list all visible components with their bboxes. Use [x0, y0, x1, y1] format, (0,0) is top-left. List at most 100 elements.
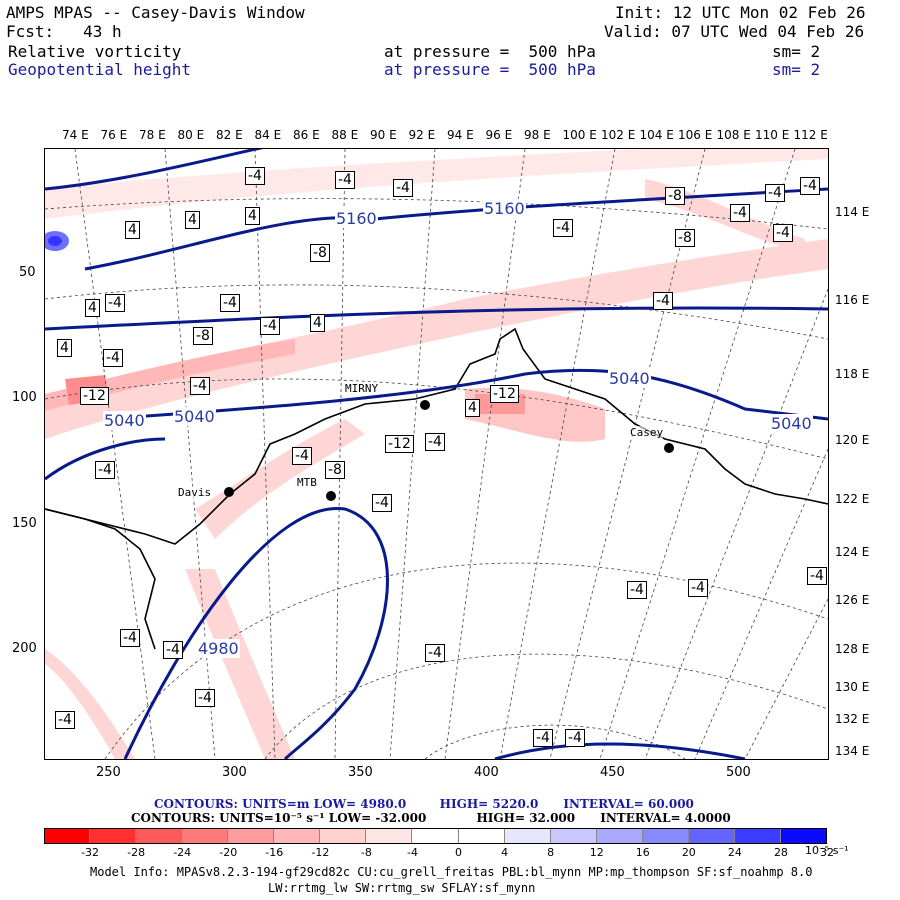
vorticity-box-label: 4	[185, 211, 200, 229]
colorbar-swatch	[228, 828, 275, 844]
vorticity-box-label: 4	[310, 314, 325, 332]
right-lon-label: 134 E	[835, 744, 870, 758]
vorticity-box-label: 4	[125, 221, 140, 239]
colorbar-tick-label: 24	[727, 846, 742, 859]
colorbar-swatch	[44, 828, 91, 844]
colorbar-swatch	[90, 828, 137, 844]
colorbar-tick-label: -12	[311, 846, 330, 859]
colorbar-swatch	[320, 828, 367, 844]
right-lon-label: 122 E	[835, 492, 870, 506]
station-dot	[224, 487, 234, 497]
top-lon-label: 102 E	[601, 128, 636, 142]
vorticity-box-label: -4	[765, 184, 785, 202]
model-info: Model Info: MPASv8.2.3-194-gf29cd82c CU:…	[90, 865, 813, 879]
colorbar-swatch	[688, 828, 735, 844]
right-lon-label: 128 E	[835, 642, 870, 656]
top-lon-label: 92 E	[408, 128, 436, 142]
vorticity-box-label: 4	[245, 207, 260, 225]
y-tick-label: 150	[12, 516, 37, 531]
height-contour-label: 5040	[173, 407, 216, 426]
vorticity-box-label: -4	[195, 689, 215, 707]
field1-smoothing: sm= 2	[772, 42, 821, 61]
station-dot	[326, 491, 336, 501]
vorticity-box-label: -8	[665, 187, 685, 205]
y-tick-label: 50	[19, 265, 36, 280]
height-contour-label: 5040	[103, 411, 146, 430]
field2-smoothing: sm= 2	[772, 60, 821, 79]
vorticity-box-label: -4	[393, 179, 413, 197]
height-contour-label: 5160	[335, 209, 378, 228]
x-tick-label: 300	[222, 765, 247, 780]
field1-name: Relative vorticity	[8, 42, 182, 61]
x-tick-label: 350	[348, 765, 373, 780]
right-lon-label: 118 E	[835, 367, 870, 381]
station-label: MTB	[297, 476, 317, 489]
vorticity-box-label: -4	[565, 729, 585, 747]
vorticity-box-label: 4	[465, 399, 480, 417]
colorbar-tick-label: 4	[501, 846, 509, 859]
right-lon-label: 116 E	[835, 293, 870, 307]
height-contour-label: 5160	[483, 199, 526, 218]
field2-level: at pressure = 500 hPa	[384, 60, 596, 79]
colorbar-tick-label: -4	[406, 846, 418, 859]
right-lon-label: 126 E	[835, 593, 870, 607]
colorbar-tick-label: 16	[635, 846, 650, 859]
vorticity-box-label: -12	[80, 387, 109, 405]
field2-name: Geopotential height	[8, 60, 192, 79]
contour-info-height: CONTOURS: UNITS=m LOW= 4980.0 HIGH= 5220…	[154, 797, 694, 811]
top-lon-label: 100 E	[562, 128, 597, 142]
x-tick-label: 250	[96, 765, 121, 780]
colorbar-tick-label: -28	[127, 846, 146, 859]
top-lon-label: 106 E	[678, 128, 713, 142]
top-lon-label: 90 E	[370, 128, 397, 142]
field1-level: at pressure = 500 hPa	[384, 42, 596, 61]
vorticity-box-label: -4	[425, 433, 445, 451]
colorbar-tick-label: -20	[219, 846, 238, 859]
station-label: Davis	[178, 486, 212, 499]
map-panel: 5160 5160 5040 5040 5040 5040 4980 -4 -4 -4 4 4 4 -8…	[44, 148, 829, 760]
colorbar-tick-label: -32	[81, 846, 100, 859]
vorticity-box-label: -12	[385, 435, 414, 453]
vorticity-box-label: -4	[773, 224, 793, 242]
vorticity-box-label: -4	[220, 294, 240, 312]
height-contour-label: 5040	[608, 369, 651, 388]
top-lon-label: 78 E	[139, 128, 166, 142]
forecast-hour: Fcst: 43 h	[6, 22, 122, 41]
colorbar-tick-label: 32	[820, 846, 834, 859]
x-tick-label: 500	[726, 765, 751, 780]
right-lon-label: 114 E	[835, 205, 870, 219]
top-lon-label: 94 E	[447, 128, 474, 142]
vorticity-box-label: -4	[553, 219, 573, 237]
init-time: Init: 12 UTC Mon 02 Feb 26	[615, 3, 866, 22]
vorticity-box-label: -4	[103, 349, 123, 367]
coastline	[45, 327, 828, 650]
top-lon-label: 88 E	[331, 128, 359, 142]
top-lon-label: 96 E	[485, 128, 513, 142]
model-info-2: LW:rrtmg_lw SW:rrtmg_sw SFLAY:sf_mynn	[268, 881, 536, 895]
x-tick-label: 400	[474, 765, 499, 780]
vorticity-box-label: -4	[807, 567, 827, 585]
top-lon-label: 74 E	[62, 128, 89, 142]
top-lon-label: 104 E	[639, 128, 674, 142]
colorbar-tick-label: 28	[773, 846, 788, 859]
colorbar-tick-label: 20	[681, 846, 696, 859]
right-lon-label: 130 E	[835, 680, 870, 694]
station-label: Casey	[630, 426, 664, 439]
vorticity-box-label: -4	[95, 461, 115, 479]
station-dot	[420, 400, 430, 410]
colorbar-swatch	[596, 828, 643, 844]
vorticity-box-label: -4	[425, 644, 445, 662]
top-lon-label: 82 E	[216, 128, 243, 142]
colorbar-unit: 10⁻⁵ s⁻¹	[805, 844, 849, 857]
contour-info-vorticity: CONTOURS: UNITS=10⁻⁵ s⁻¹ LOW= -32.000 HI…	[131, 811, 731, 825]
station-label: MIRNY	[345, 382, 379, 395]
colorbar-swatch	[412, 828, 459, 844]
top-lon-label: 112 E	[793, 128, 828, 142]
vorticity-box-label: 4	[57, 339, 72, 357]
right-lon-label: 120 E	[835, 433, 870, 447]
vorticity-shading	[45, 149, 828, 759]
colorbar-border	[44, 828, 827, 844]
vorticity-box-label: -8	[325, 461, 345, 479]
vorticity-box-label: -4	[245, 167, 265, 185]
valid-time: Valid: 07 UTC Wed 04 Feb 26	[604, 22, 865, 41]
